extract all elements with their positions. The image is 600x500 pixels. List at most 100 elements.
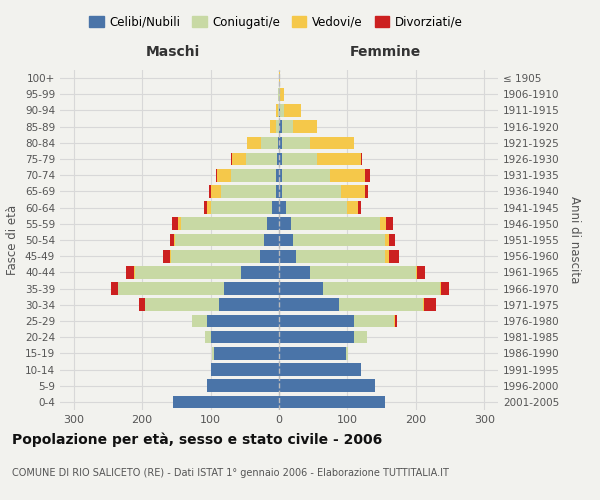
Bar xyxy=(279,202,286,214)
Y-axis label: Fasce di età: Fasce di età xyxy=(7,205,19,275)
Bar xyxy=(346,347,348,360)
Bar xyxy=(331,169,365,181)
Bar xyxy=(284,104,301,117)
Bar xyxy=(264,234,279,246)
Bar xyxy=(275,104,278,117)
Bar xyxy=(317,152,361,166)
Bar xyxy=(232,152,246,166)
Bar xyxy=(173,234,175,246)
Bar xyxy=(275,169,279,181)
Bar xyxy=(279,120,283,133)
Bar xyxy=(125,266,134,278)
Bar xyxy=(424,298,436,311)
Bar xyxy=(279,136,283,149)
Bar xyxy=(178,218,181,230)
Bar xyxy=(279,104,280,117)
Bar xyxy=(279,298,339,311)
Bar xyxy=(134,266,135,278)
Bar xyxy=(241,266,279,278)
Bar xyxy=(135,266,241,278)
Bar xyxy=(283,136,310,149)
Bar xyxy=(310,266,416,278)
Bar xyxy=(283,120,293,133)
Bar xyxy=(279,234,293,246)
Bar xyxy=(272,202,279,214)
Bar xyxy=(172,218,178,230)
Bar xyxy=(207,202,211,214)
Bar xyxy=(279,185,283,198)
Bar xyxy=(416,266,417,278)
Bar xyxy=(209,185,211,198)
Bar xyxy=(216,169,217,181)
Bar xyxy=(279,331,354,344)
Bar xyxy=(292,218,380,230)
Bar xyxy=(389,234,395,246)
Bar xyxy=(217,169,231,181)
Bar xyxy=(380,218,386,230)
Bar xyxy=(205,331,211,344)
Bar xyxy=(423,298,424,311)
Bar xyxy=(145,298,219,311)
Bar xyxy=(169,250,171,262)
Bar xyxy=(266,218,279,230)
Bar xyxy=(347,202,358,214)
Bar xyxy=(204,202,207,214)
Bar xyxy=(286,202,347,214)
Bar xyxy=(283,169,331,181)
Bar xyxy=(395,314,397,328)
Bar xyxy=(211,331,279,344)
Bar xyxy=(358,202,361,214)
Bar xyxy=(365,185,368,198)
Bar xyxy=(389,250,399,262)
Text: Femmine: Femmine xyxy=(349,46,421,60)
Bar xyxy=(246,152,277,166)
Legend: Celibi/Nubili, Coniugati/e, Vedovi/e, Divorziati/e: Celibi/Nubili, Coniugati/e, Vedovi/e, Di… xyxy=(85,11,467,34)
Bar xyxy=(440,282,441,295)
Bar xyxy=(279,88,280,101)
Bar xyxy=(207,314,279,328)
Bar xyxy=(279,314,354,328)
Text: Maschi: Maschi xyxy=(146,46,200,60)
Bar xyxy=(278,104,279,117)
Bar xyxy=(231,169,275,181)
Y-axis label: Anni di nascita: Anni di nascita xyxy=(568,196,581,284)
Text: Popolazione per età, sesso e stato civile - 2006: Popolazione per età, sesso e stato civil… xyxy=(12,432,382,447)
Bar xyxy=(192,314,207,328)
Bar xyxy=(279,152,283,166)
Bar xyxy=(170,234,173,246)
Bar xyxy=(224,282,279,295)
Bar xyxy=(279,169,283,181)
Bar xyxy=(278,88,279,101)
Bar xyxy=(139,298,145,311)
Bar xyxy=(260,136,278,149)
Bar xyxy=(339,298,423,311)
Bar xyxy=(296,250,385,262)
Bar xyxy=(219,298,279,311)
Bar xyxy=(270,120,275,133)
Bar xyxy=(279,380,375,392)
Bar xyxy=(341,185,365,198)
Bar xyxy=(354,314,394,328)
Bar xyxy=(310,136,354,149)
Bar xyxy=(278,136,279,149)
Bar xyxy=(211,185,221,198)
Bar xyxy=(354,331,367,344)
Bar xyxy=(231,152,232,166)
Bar xyxy=(173,396,279,408)
Bar xyxy=(293,120,317,133)
Bar xyxy=(247,136,260,149)
Bar xyxy=(293,234,385,246)
Bar xyxy=(279,363,361,376)
Bar xyxy=(361,152,362,166)
Bar xyxy=(385,250,389,262)
Bar xyxy=(386,218,392,230)
Bar xyxy=(441,282,449,295)
Bar xyxy=(277,152,279,166)
Bar xyxy=(211,202,272,214)
Bar xyxy=(171,250,260,262)
Bar xyxy=(181,218,266,230)
Bar xyxy=(279,347,346,360)
Bar xyxy=(279,250,296,262)
Bar xyxy=(221,185,275,198)
Bar xyxy=(394,314,395,328)
